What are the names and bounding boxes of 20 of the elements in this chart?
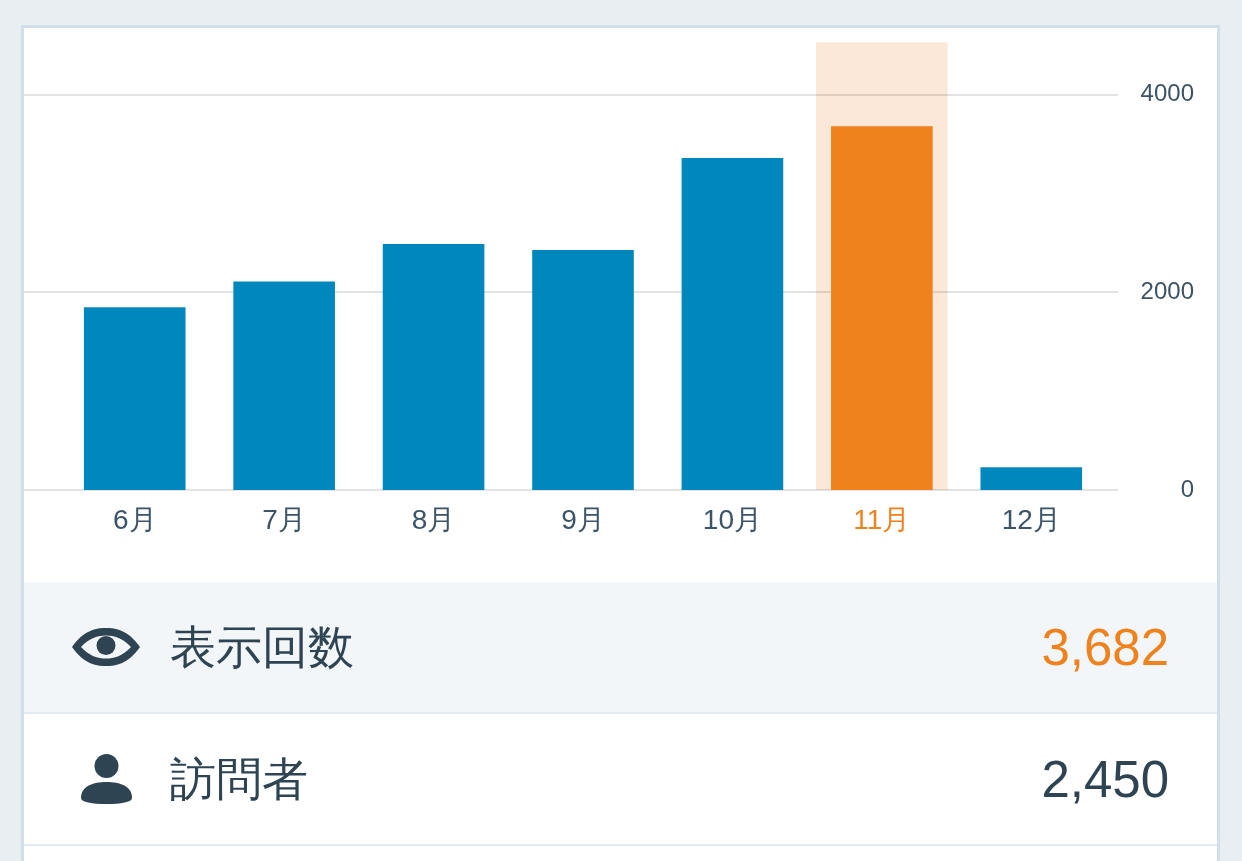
y-tick-label: 2000 — [1140, 277, 1194, 305]
bar — [83, 307, 186, 490]
x-tick-label: 7月 — [262, 503, 306, 535]
bar — [980, 467, 1083, 490]
y-tick-label: 0 — [1180, 474, 1194, 502]
x-tick-label: 11月 — [853, 503, 911, 535]
x-tick-label: 12月 — [1001, 503, 1061, 535]
text: 表示回数 — [170, 621, 354, 673]
x-tick-label: 8月 — [411, 503, 456, 535]
text: 2,450 — [1041, 750, 1169, 808]
bar — [382, 243, 485, 490]
x-tick-label: 9月 — [561, 503, 605, 535]
bar — [681, 158, 784, 490]
bar — [233, 281, 335, 490]
x-tick-label: 10月 — [702, 503, 763, 535]
bar — [532, 249, 634, 490]
text: 訪問者 — [170, 753, 308, 805]
text: 3,682 — [1041, 618, 1169, 676]
y-tick-label: 4000 — [1140, 79, 1194, 107]
x-tick-label: 6月 — [112, 503, 157, 535]
